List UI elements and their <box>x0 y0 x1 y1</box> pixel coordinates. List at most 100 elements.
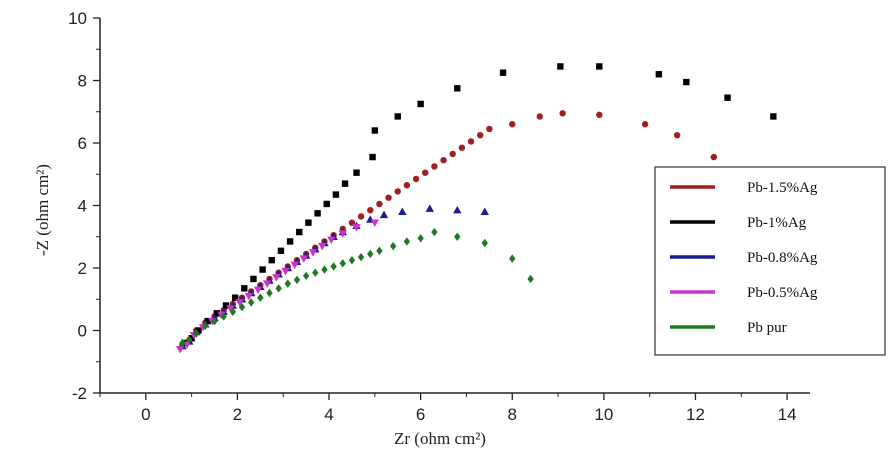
data-point <box>394 188 401 195</box>
y-tick-label: 6 <box>78 134 87 153</box>
legend: Pb-1.5%Ag Pb-1%Ag Pb-0.8%Ag Pb-0.5%Ag Pb pur <box>654 166 886 356</box>
data-point <box>379 210 389 219</box>
data-point <box>369 153 376 161</box>
data-point <box>238 302 246 312</box>
data-point <box>367 206 374 214</box>
y-tick-label: -2 <box>72 384 87 403</box>
data-point <box>213 310 221 317</box>
data-point <box>321 265 328 274</box>
data-point <box>327 236 336 245</box>
plot-area <box>175 63 777 354</box>
data-point <box>220 312 227 321</box>
data-point <box>353 169 360 176</box>
data-point <box>385 194 392 201</box>
data-point <box>272 274 281 282</box>
data-point <box>231 294 239 301</box>
data-point <box>371 127 379 134</box>
data-point <box>596 111 603 119</box>
data-point <box>412 175 420 183</box>
data-point <box>476 131 484 139</box>
data-point <box>357 213 365 220</box>
legend-label: Pb-1%Ag <box>747 215 807 231</box>
y-axis-title: -Z (ohm cm²) <box>33 164 52 256</box>
x-tick-label: 14 <box>778 405 797 424</box>
data-point <box>341 180 349 187</box>
data-point <box>641 121 649 128</box>
data-point <box>277 247 285 255</box>
data-point <box>480 207 489 215</box>
x-tick-label: 12 <box>686 405 705 424</box>
series-pb-pur <box>179 227 534 348</box>
data-point <box>175 346 185 354</box>
data-point <box>330 262 337 271</box>
y-tick-label: 10 <box>68 9 87 28</box>
data-point <box>367 249 374 259</box>
data-point <box>770 113 777 120</box>
data-point <box>509 121 516 128</box>
data-point <box>431 227 438 237</box>
series-pb-1-5-ag <box>179 110 718 348</box>
data-point <box>259 266 266 273</box>
data-point <box>257 293 264 302</box>
data-point <box>305 219 312 226</box>
y-tick-label: 8 <box>78 72 87 91</box>
data-point <box>284 279 292 288</box>
data-point <box>673 131 681 139</box>
data-point <box>348 255 356 265</box>
data-point <box>454 85 461 92</box>
data-point <box>314 210 321 217</box>
data-point <box>202 321 209 331</box>
data-point <box>376 200 383 208</box>
data-point <box>481 238 488 248</box>
data-point <box>222 302 230 309</box>
x-tick-label: 2 <box>233 405 242 424</box>
y-tick-label: 4 <box>78 197 87 216</box>
x-tick-label: 4 <box>324 405 333 424</box>
data-point <box>244 292 254 301</box>
data-point <box>596 63 603 70</box>
data-point <box>317 242 327 251</box>
data-point <box>241 285 248 292</box>
data-point <box>266 288 273 298</box>
data-point <box>398 207 407 215</box>
series-pb-0-8-ag <box>178 204 489 350</box>
data-point <box>226 305 235 313</box>
data-point <box>458 144 466 151</box>
data-point <box>370 219 380 227</box>
data-point <box>281 267 290 276</box>
data-point <box>394 113 401 120</box>
series-pb-1-ag <box>181 63 777 347</box>
data-point <box>211 316 218 326</box>
legend-label: Pb-0.8%Ag <box>747 250 818 266</box>
y-tick-label: 0 <box>78 322 87 341</box>
data-point <box>235 299 244 307</box>
data-point <box>339 259 346 268</box>
data-point <box>290 261 299 270</box>
data-point <box>376 246 383 256</box>
data-point <box>250 275 257 283</box>
legend-box <box>654 166 886 356</box>
data-point <box>417 234 424 243</box>
legend-label: Pb pur <box>747 320 787 336</box>
data-point <box>179 338 186 348</box>
data-point <box>449 150 456 158</box>
data-point <box>186 335 193 345</box>
data-point <box>467 138 475 145</box>
x-tick-label: 10 <box>594 405 613 424</box>
data-point <box>262 280 272 288</box>
legend-label: Pb-1.5%Ag <box>747 180 818 196</box>
data-point <box>422 169 429 176</box>
data-point <box>389 241 397 251</box>
data-point <box>357 252 365 262</box>
data-point <box>286 238 294 245</box>
data-point <box>308 249 318 257</box>
x-tick-label: 6 <box>416 405 425 424</box>
data-point <box>195 327 202 334</box>
data-point <box>352 224 361 232</box>
data-point <box>204 317 211 325</box>
data-point <box>724 94 731 101</box>
data-point <box>440 156 447 164</box>
legend-label: Pb-0.5%Ag <box>747 285 818 301</box>
data-point <box>499 69 507 76</box>
